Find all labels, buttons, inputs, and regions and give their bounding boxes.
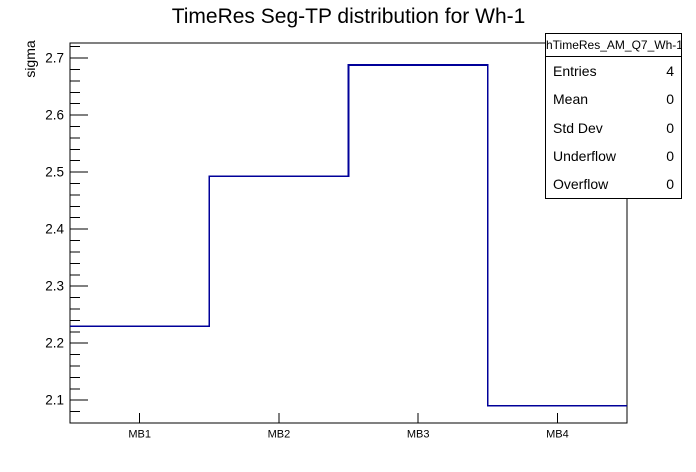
- x-tick-label: MB1: [128, 429, 151, 441]
- y-tick-label: 2.7: [45, 51, 64, 66]
- plot-frame: [69, 42, 628, 424]
- y-tick-label: 2.6: [45, 108, 64, 123]
- histogram-step-line: [70, 64, 627, 407]
- x-tick-label: MB2: [268, 429, 291, 441]
- x-tick-label: MB4: [546, 429, 569, 441]
- stats-row-entries: Entries 4: [546, 57, 681, 85]
- stat-value: 0: [666, 147, 674, 164]
- stats-box-title: hTimeRes_AM_Q7_Wh-1: [546, 34, 681, 57]
- stat-label: Underflow: [553, 147, 617, 164]
- stats-row-mean: Mean 0: [546, 85, 681, 113]
- x-tick-label: MB3: [407, 429, 430, 441]
- chart-title: TimeRes Seg-TP distribution for Wh-1: [171, 5, 526, 28]
- y-tick-label: 2.5: [45, 165, 64, 180]
- stat-label: Mean: [553, 91, 589, 108]
- y-tick-label: 2.3: [45, 279, 64, 294]
- stat-label: Entries: [553, 63, 597, 80]
- stats-row-stddev: Std Dev 0: [546, 113, 681, 141]
- stat-value: 0: [666, 91, 674, 108]
- stats-box: hTimeRes_AM_Q7_Wh-1 Entries 4 Mean 0 Std…: [545, 33, 682, 199]
- stats-row-underflow: Underflow 0: [546, 142, 681, 170]
- stat-label: Overflow: [553, 175, 609, 192]
- stats-row-overflow: Overflow 0: [546, 170, 681, 198]
- stat-label: Std Dev: [553, 119, 603, 136]
- y-tick-label: 2.1: [45, 393, 64, 408]
- y-tick-label: 2.2: [45, 336, 64, 351]
- stat-value: 0: [666, 175, 674, 192]
- stat-value: 0: [666, 119, 674, 136]
- stat-value: 4: [666, 63, 674, 80]
- stats-rows: Entries 4 Mean 0 Std Dev 0 Underflow 0 O…: [546, 57, 681, 198]
- y-tick-label: 2.4: [45, 222, 64, 237]
